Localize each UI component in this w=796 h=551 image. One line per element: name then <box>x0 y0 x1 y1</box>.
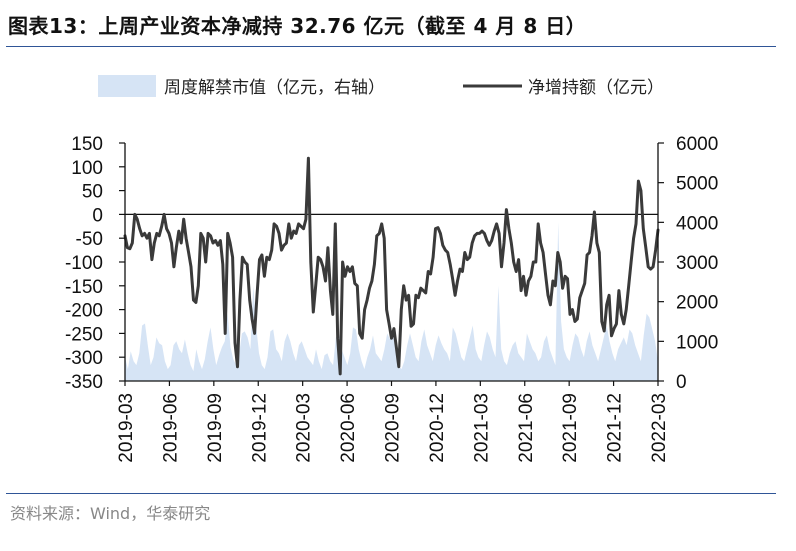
x-tick-label: 2021-12 <box>605 393 626 463</box>
right-tick-label: 0 <box>676 372 687 393</box>
left-tick-label: 150 <box>71 134 103 155</box>
x-tick-label: 2019-03 <box>116 393 137 463</box>
x-tick-label: 2021-03 <box>471 393 492 463</box>
left-tick-label: 50 <box>82 182 103 203</box>
line-series-layer <box>123 156 660 376</box>
x-tick-label: 2019-09 <box>205 393 226 463</box>
x-tick-label: 2020-06 <box>338 393 359 463</box>
right-tick-label: 2000 <box>676 293 718 314</box>
x-tick-label: 2019-06 <box>160 393 181 463</box>
x-tick-label: 2021-06 <box>516 393 537 463</box>
axes-layer <box>119 142 664 386</box>
line-series-net-increase <box>123 156 660 376</box>
right-tick-label: 5000 <box>676 174 718 195</box>
x-tick-label: 2020-03 <box>294 393 315 463</box>
legend-label-unlock: 周度解禁市值（亿元，右轴） <box>164 78 385 98</box>
left-tick-label: -50 <box>76 229 103 250</box>
x-tick-label: 2019-12 <box>249 393 270 463</box>
left-tick-label: 0 <box>92 205 103 226</box>
left-tick-label: -200 <box>65 301 103 322</box>
right-tick-label: 4000 <box>676 213 718 234</box>
area-series-unlock-value <box>125 222 658 381</box>
left-tick-label: -250 <box>65 324 103 345</box>
legend: 周度解禁市值（亿元，右轴） 净增持额（亿元） <box>98 75 664 98</box>
source-rule <box>6 493 776 494</box>
source-note: 资料来源：Wind，华泰研究 <box>10 504 211 523</box>
left-tick-label: -100 <box>65 253 103 274</box>
x-tick-label: 2021-09 <box>560 393 581 463</box>
right-tick-label: 1000 <box>676 332 718 353</box>
left-tick-label: -300 <box>65 348 103 369</box>
figure-title: 图表13：上周产业资本净减持 32.76 亿元（截至 4 月 8 日） <box>8 14 587 38</box>
title-rule <box>6 46 776 47</box>
x-tick-label: 2020-09 <box>383 393 404 463</box>
x-tick-label: 2022-03 <box>649 393 670 463</box>
left-tick-label: -150 <box>65 277 103 298</box>
left-tick-label: -350 <box>65 372 103 393</box>
right-tick-label: 6000 <box>676 134 718 155</box>
area-series-layer <box>125 222 658 381</box>
legend-label-net-increase: 净增持额（亿元） <box>528 78 664 98</box>
x-tick-label: 2020-12 <box>427 393 448 463</box>
left-tick-label: 100 <box>71 158 103 179</box>
right-tick-label: 3000 <box>676 253 718 274</box>
tick-labels-layer: 150100500-50-100-150-200-250-300-3506000… <box>65 134 718 463</box>
legend-swatch-area <box>98 75 156 97</box>
